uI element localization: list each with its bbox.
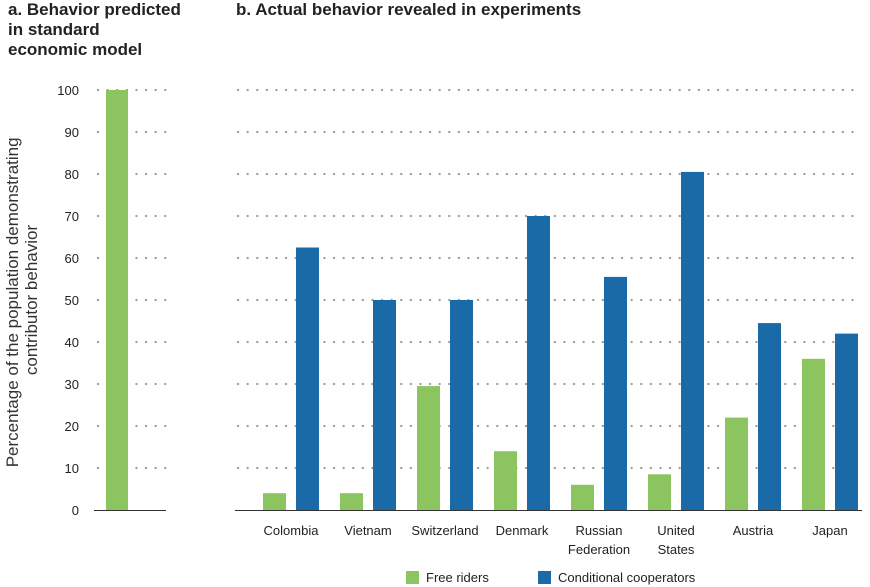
x-category-label: Russian Federation [568, 523, 630, 557]
panel-a: 0 10 20 30 40 50 60 70 80 90 100 [57, 83, 172, 518]
bar-free-riders [263, 493, 286, 510]
bar-free-riders [494, 451, 517, 510]
bar-free-riders [725, 417, 748, 510]
bar-free-riders [648, 474, 671, 510]
x-category-label: Colombia [264, 523, 320, 538]
bar-free-riders [802, 358, 825, 510]
x-category-label-line: Austria [733, 523, 774, 538]
y-tick-label: 100 [57, 83, 79, 98]
bar-free-riders [571, 484, 594, 510]
x-category-label-line: Federation [568, 542, 630, 557]
x-category-label: Vietnam [344, 523, 391, 538]
x-category-label-line: Colombia [264, 523, 320, 538]
y-tick-label: 80 [65, 167, 79, 182]
y-axis-label-line-2: contributor behavior [22, 225, 41, 376]
x-category-label-line: Vietnam [344, 523, 391, 538]
panel-b: Colombia Vietnam Switzerland Denmark Russian… [235, 88, 862, 557]
x-category-label: United States [657, 523, 695, 557]
bar-conditional-cooperators [758, 323, 781, 510]
y-tick-label: 70 [65, 209, 79, 224]
y-tick-label: 50 [65, 293, 79, 308]
y-tick-label: 90 [65, 125, 79, 140]
panel-a-title: a. Behavior predicted in standard econom… [8, 0, 186, 59]
legend-swatch [406, 571, 419, 584]
x-category-label: Austria [733, 523, 774, 538]
bar-conditional-cooperators [681, 171, 704, 510]
legend-swatch [538, 571, 551, 584]
x-category-label-line: Japan [812, 523, 847, 538]
panel-a-title-line-2: in standard [8, 20, 100, 39]
x-category-label-line: Switzerland [411, 523, 478, 538]
x-category-label-line: Denmark [496, 523, 549, 538]
panel-a-title-line-3: economic model [8, 40, 142, 59]
x-category-label-line: States [658, 542, 695, 557]
bar-conditional-cooperators [604, 276, 627, 510]
y-axis-label-line-1: Percentage of the population demonstrati… [3, 137, 22, 467]
y-tick-label: 20 [65, 419, 79, 434]
y-tick-label: 60 [65, 251, 79, 266]
bar-conditional-cooperators [450, 300, 473, 510]
y-tick-label: 40 [65, 335, 79, 350]
x-category-label: Switzerland [411, 523, 478, 538]
panel-b-title: b. Actual behavior revealed in experimen… [236, 0, 581, 19]
legend-label: Free riders [426, 570, 489, 585]
x-category-label-line: Russian [576, 523, 623, 538]
legend: Free riders Conditional cooperators [406, 570, 696, 585]
x-category-label: Denmark [496, 523, 549, 538]
y-tick-label: 0 [72, 503, 79, 518]
y-tick-label: 30 [65, 377, 79, 392]
y-axis-label: Percentage of the population demonstrati… [3, 133, 41, 468]
bar-conditional-cooperators [373, 300, 396, 510]
bar-conditional-cooperators [296, 247, 319, 510]
x-category-label: Japan [812, 523, 847, 538]
bar-predicted-free-riders [106, 90, 128, 510]
bar-free-riders [340, 493, 363, 510]
panel-a-title-line-1: a. Behavior predicted [8, 0, 181, 19]
bar-conditional-cooperators [835, 333, 858, 510]
legend-label: Conditional cooperators [558, 570, 696, 585]
y-tick-label: 10 [65, 461, 79, 476]
bar-conditional-cooperators [527, 216, 550, 510]
x-category-label-line: United [657, 523, 695, 538]
bar-free-riders [417, 386, 440, 510]
